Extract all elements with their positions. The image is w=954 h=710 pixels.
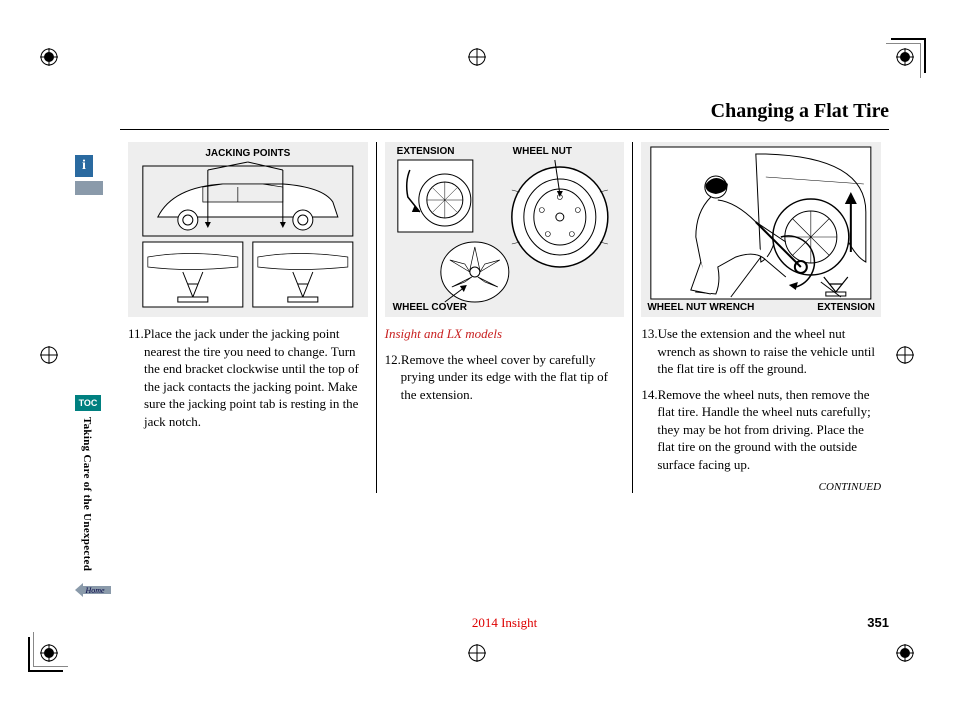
- step-text: Use the extension and the wheel nut wren…: [657, 326, 875, 376]
- step-number: 13.: [641, 326, 657, 341]
- fig-label: JACKING POINTS: [128, 148, 368, 159]
- step-text: Remove the wheel nuts, then remove the f…: [657, 387, 870, 472]
- reg-mark: [40, 48, 58, 66]
- page-title: Changing a Flat Tire: [120, 100, 889, 123]
- model-note: Insight and LX models: [385, 325, 625, 343]
- title-rule: [120, 129, 889, 130]
- reg-mark: [896, 644, 914, 662]
- car-icon[interactable]: [75, 181, 103, 195]
- page-content: Changing a Flat Tire: [120, 100, 889, 630]
- svg-text:Home: Home: [84, 586, 105, 595]
- section-tab[interactable]: Taking Care of the Unexpected: [81, 417, 93, 571]
- fig-label: EXTENSION: [817, 302, 875, 313]
- figure-person-jack: WHEEL NUT WRENCH EXTENSION: [641, 142, 881, 317]
- continued-label: CONTINUED: [641, 481, 881, 493]
- home-button[interactable]: Home: [75, 581, 111, 599]
- fig-label: WHEEL NUT: [513, 146, 572, 157]
- footer-model: 2014 Insight: [120, 615, 889, 631]
- step-number: 12.: [385, 352, 401, 367]
- body-text: 11.Place the jack under the jacking poin…: [128, 325, 368, 430]
- fig-label: WHEEL NUT WRENCH: [647, 302, 754, 313]
- step-number: 11.: [128, 326, 144, 341]
- step-text: Place the jack under the jacking point n…: [144, 326, 359, 429]
- reg-mark: [468, 644, 486, 662]
- crop-corner: [886, 43, 921, 78]
- column-2: EXTENSION WHEEL NUT WHEEL COVER Insight …: [376, 142, 633, 493]
- info-icon[interactable]: i: [75, 155, 93, 177]
- body-text: Insight and LX models 12.Remove the whee…: [385, 325, 625, 403]
- column-1: JACKING POINTS 11.Place the jack under t…: [120, 142, 376, 493]
- figure-wheel-cover: EXTENSION WHEEL NUT WHEEL COVER: [385, 142, 625, 317]
- column-3: WHEEL NUT WRENCH EXTENSION 13.Use the ex…: [632, 142, 889, 493]
- step-number: 14.: [641, 387, 657, 402]
- crop-corner: [33, 632, 68, 667]
- page-footer: 2014 Insight 351: [120, 615, 889, 630]
- reg-mark: [40, 346, 58, 364]
- step-text: Remove the wheel cover by carefully pryi…: [401, 352, 608, 402]
- body-text: 13.Use the extension and the wheel nut w…: [641, 325, 881, 473]
- toc-button[interactable]: TOC: [75, 395, 101, 411]
- sidebar: i TOC Taking Care of the Unexpected Home: [75, 155, 105, 599]
- fig-label: WHEEL COVER: [393, 302, 467, 313]
- reg-mark: [896, 346, 914, 364]
- fig-label: EXTENSION: [397, 146, 455, 157]
- figure-jacking-points: JACKING POINTS: [128, 142, 368, 317]
- reg-mark: [468, 48, 486, 66]
